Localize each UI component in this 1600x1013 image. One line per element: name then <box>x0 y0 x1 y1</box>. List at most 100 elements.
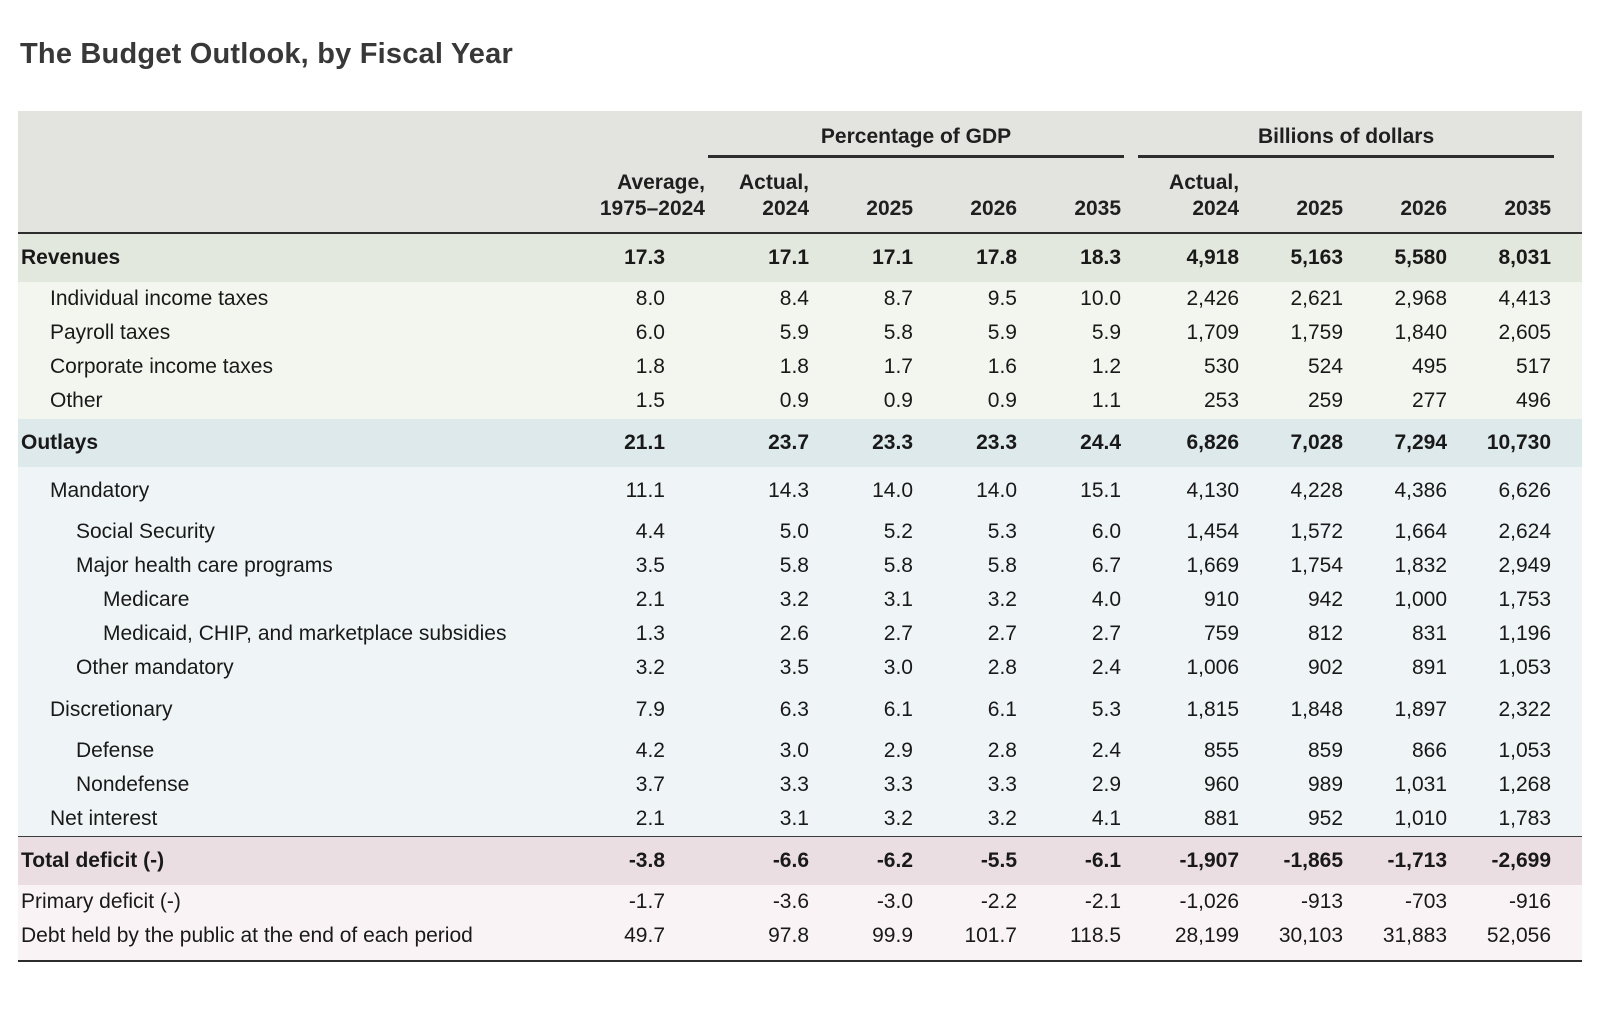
cell-value: 9.5 <box>916 282 1020 317</box>
cell-value: 2,605 <box>1450 316 1555 351</box>
table-row: Nondefense 3.7 3.3 3.3 3.3 2.9 960 989 1,031 1,26… <box>18 767 1583 803</box>
spacer-cell <box>1124 802 1139 837</box>
cell-value: 6,626 <box>1450 466 1555 508</box>
spacer-cell <box>1554 156 1583 234</box>
cell-value: 952 <box>1242 802 1347 837</box>
cell-value: 5,580 <box>1346 232 1451 283</box>
page: The Budget Outlook, by Fiscal Year Perce… <box>18 38 1583 962</box>
cell-value: 14.3 <box>708 466 812 508</box>
cell-value: 881 <box>1138 802 1243 837</box>
cell-value: 1.8 <box>708 350 812 385</box>
cell-value: 3.2 <box>916 802 1020 837</box>
cell-value: -1,907 <box>1138 836 1243 886</box>
spacer-cell <box>668 885 708 920</box>
spacer-cell <box>668 384 708 419</box>
cell-value: 1,848 <box>1242 685 1347 727</box>
cell-value: 8,031 <box>1450 232 1555 283</box>
table-body: Revenues 17.3 17.1 17.1 17.8 18.3 4,918 5,163 5,… <box>18 232 1583 962</box>
spacer-cell <box>1554 802 1583 837</box>
spacer-cell <box>668 282 708 317</box>
spacer-cell <box>1554 726 1583 768</box>
spacer-cell <box>1124 232 1139 283</box>
cell-value: 2.4 <box>1020 651 1125 686</box>
cell-value: 277 <box>1346 384 1451 419</box>
cell-value: 2.1 <box>556 583 668 618</box>
cell-value: 259 <box>1242 384 1347 419</box>
spacer-cell <box>1124 418 1139 467</box>
cell-value: 1,759 <box>1242 316 1347 351</box>
spacer-cell <box>1124 111 1139 157</box>
column-header: 2025 <box>812 156 916 234</box>
cell-value: 960 <box>1138 767 1243 803</box>
table-row: Primary deficit (-) -1.7 -3.6 -3.0 -2.2 -2.1-… <box>18 885 1583 920</box>
row-label: Revenues <box>18 232 556 283</box>
cell-value: 6.1 <box>812 685 916 727</box>
column-header: Actual, 2024 <box>708 156 812 234</box>
cell-value: 23.3 <box>916 418 1020 467</box>
spacer-cell <box>668 802 708 837</box>
table-row: Discretionary 7.9 6.3 6.1 6.1 5.3 1,815 1,848 1,… <box>18 685 1583 727</box>
cell-value: 7,294 <box>1346 418 1451 467</box>
cell-value: 17.1 <box>812 232 916 283</box>
spacer-cell <box>1124 885 1139 920</box>
row-label: Other mandatory <box>18 651 556 686</box>
cell-value: 4,413 <box>1450 282 1555 317</box>
row-label: Medicare <box>18 583 556 618</box>
cell-value: 517 <box>1450 350 1555 385</box>
cell-value: 99.9 <box>812 919 916 962</box>
cell-value: 14.0 <box>916 466 1020 508</box>
cell-value: -3.0 <box>812 885 916 920</box>
table-row: Payroll taxes 6.0 5.9 5.8 5.9 5.9 1,709 1,759 1,… <box>18 316 1583 351</box>
cell-value: 3.2 <box>556 651 668 686</box>
spacer-cell <box>1554 767 1583 803</box>
cell-value: 1,010 <box>1346 802 1451 837</box>
spacer-cell <box>668 466 708 508</box>
cell-value: 2,621 <box>1242 282 1347 317</box>
cell-value: 118.5 <box>1020 919 1125 962</box>
cell-value: 3.1 <box>708 802 812 837</box>
spacer-cell <box>1124 919 1139 962</box>
spacer-cell <box>1554 651 1583 686</box>
cell-value: 524 <box>1242 350 1347 385</box>
table-row: Social Security 4.4 5.0 5.2 5.3 6.0 1,454 1,572… <box>18 507 1583 550</box>
cell-value: 1,753 <box>1450 583 1555 618</box>
spacer-cell <box>668 767 708 803</box>
spacer-cell <box>1554 617 1583 652</box>
spacer-cell <box>1124 726 1139 768</box>
cell-value: 866 <box>1346 726 1451 768</box>
cell-value: -6.2 <box>812 836 916 886</box>
cell-value: -1.7 <box>556 885 668 920</box>
cell-value: 1,664 <box>1346 507 1451 550</box>
cell-value: -6.6 <box>708 836 812 886</box>
cell-value: 4.1 <box>1020 802 1125 837</box>
cell-value: 5.3 <box>1020 685 1125 727</box>
cell-value: 18.3 <box>1020 232 1125 283</box>
table-row: Other mandatory 3.2 3.5 3.0 2.8 2.4 1,006 902 89… <box>18 651 1583 686</box>
cell-value: 1.2 <box>1020 350 1125 385</box>
spacer-cell <box>668 232 708 283</box>
cell-value: -703 <box>1346 885 1451 920</box>
cell-value: 2.7 <box>916 617 1020 652</box>
spacer-cell <box>1124 507 1139 550</box>
cell-value: 1,000 <box>1346 583 1451 618</box>
budget-table: Percentage of GDP Billions of dollars Av… <box>18 111 1583 962</box>
cell-value: 11.1 <box>556 466 668 508</box>
cell-value: 1,268 <box>1450 767 1555 803</box>
cell-value: 23.7 <box>708 418 812 467</box>
cell-value: -1,026 <box>1138 885 1243 920</box>
row-label: Outlays <box>18 418 556 467</box>
column-header-row: Average, 1975–2024 Actual, 2024 2025 2026 20… <box>18 156 1583 234</box>
column-header: 2026 <box>1346 156 1451 234</box>
cell-value: 2,322 <box>1450 685 1555 727</box>
cell-value: 4.2 <box>556 726 668 768</box>
spacer-cell <box>1124 156 1139 234</box>
cell-value: 2.7 <box>1020 617 1125 652</box>
spacer-cell <box>1554 111 1583 157</box>
cell-value: 6.3 <box>708 685 812 727</box>
cell-value: 10,730 <box>1450 418 1555 467</box>
cell-value: 6.1 <box>916 685 1020 727</box>
cell-value: 5.8 <box>916 549 1020 584</box>
cell-value: 8.7 <box>812 282 916 317</box>
column-header: 2035 <box>1450 156 1555 234</box>
row-label: Defense <box>18 726 556 768</box>
